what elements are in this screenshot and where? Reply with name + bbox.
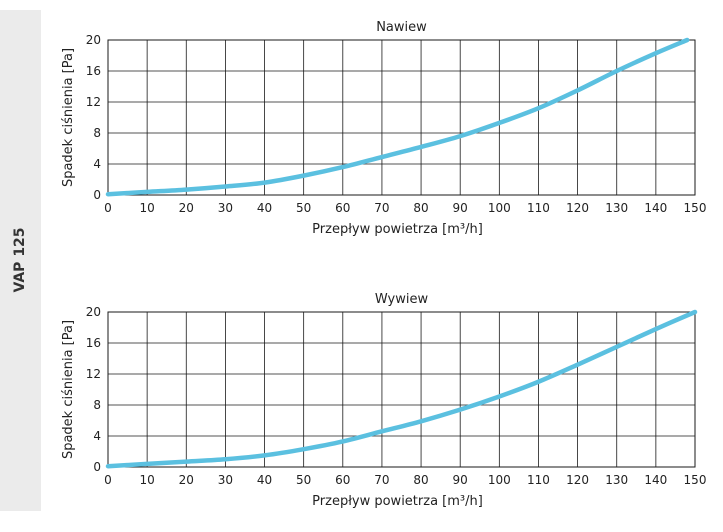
y-tick-label: 16 [86, 64, 101, 78]
plot-frame [107, 311, 696, 468]
x-tick-label: 40 [257, 201, 272, 215]
y-tick-label: 12 [86, 367, 101, 381]
x-tick-label: 120 [566, 473, 589, 487]
side-band [0, 10, 41, 511]
chart-nawiew: 0 10 20 30 40 50 60 70 80 90 100 110 120 130 140 150 0 4 8… [61, 20, 707, 237]
x-axis-label: Przepływ powietrza [m³/h] [312, 494, 483, 509]
y-tick-label: 20 [86, 33, 101, 47]
x-tick-label: 100 [488, 201, 511, 215]
x-tick-label: 60 [335, 201, 350, 215]
plot-frame [107, 39, 696, 196]
x-tick-label: 0 [104, 473, 112, 487]
x-axis-label: Przepływ powietrza [m³/h] [312, 222, 483, 237]
pressure-curve [105, 309, 698, 469]
x-tick-label: 10 [139, 201, 154, 215]
y-tick-label: 8 [93, 398, 101, 412]
y-axis-label: Spadek ciśnienia [Pa] [61, 320, 76, 459]
y-tick-label: 20 [86, 305, 101, 319]
x-tick-label: 110 [527, 473, 550, 487]
chart-title: Wywiew [375, 292, 429, 307]
pressure-curve [105, 37, 690, 197]
x-tick-label: 130 [605, 201, 628, 215]
y-axis-label: Spadek ciśnienia [Pa] [61, 48, 76, 187]
x-tick-label: 90 [453, 473, 468, 487]
x-tick-label: 140 [644, 201, 667, 215]
x-tick-label: 20 [179, 201, 194, 215]
x-tick-label: 130 [605, 473, 628, 487]
y-tick-label: 16 [86, 336, 101, 350]
x-tick-label: 110 [527, 201, 550, 215]
x-tick-label: 150 [684, 201, 707, 215]
x-tick-label: 10 [139, 473, 154, 487]
x-tick-label: 0 [104, 201, 112, 215]
x-tick-label: 60 [335, 473, 350, 487]
x-tick-label: 50 [296, 201, 311, 215]
x-tick-label: 20 [179, 473, 194, 487]
x-tick-label: 80 [413, 201, 428, 215]
x-tick-label: 70 [374, 201, 389, 215]
x-tick-label: 80 [413, 473, 428, 487]
x-tick-label: 150 [684, 473, 707, 487]
x-tick-label: 70 [374, 473, 389, 487]
y-tick-label: 4 [93, 157, 101, 171]
y-tick-label: 8 [93, 126, 101, 140]
chart-title: Nawiew [376, 20, 427, 35]
x-tick-label: 90 [453, 201, 468, 215]
x-tick-label: 140 [644, 473, 667, 487]
chart-wywiew: 0 10 20 30 40 50 60 70 80 90 100 110 120 130 140 150 0 4 8… [61, 292, 707, 509]
x-tick-label: 50 [296, 473, 311, 487]
y-tick-label: 12 [86, 95, 101, 109]
x-tick-label: 30 [218, 201, 233, 215]
y-tick-label: 4 [93, 429, 101, 443]
x-tick-label: 40 [257, 473, 272, 487]
y-tick-label: 0 [93, 188, 101, 202]
x-tick-label: 120 [566, 201, 589, 215]
y-tick-label: 0 [93, 460, 101, 474]
x-tick-label: 100 [488, 473, 511, 487]
x-tick-label: 30 [218, 473, 233, 487]
